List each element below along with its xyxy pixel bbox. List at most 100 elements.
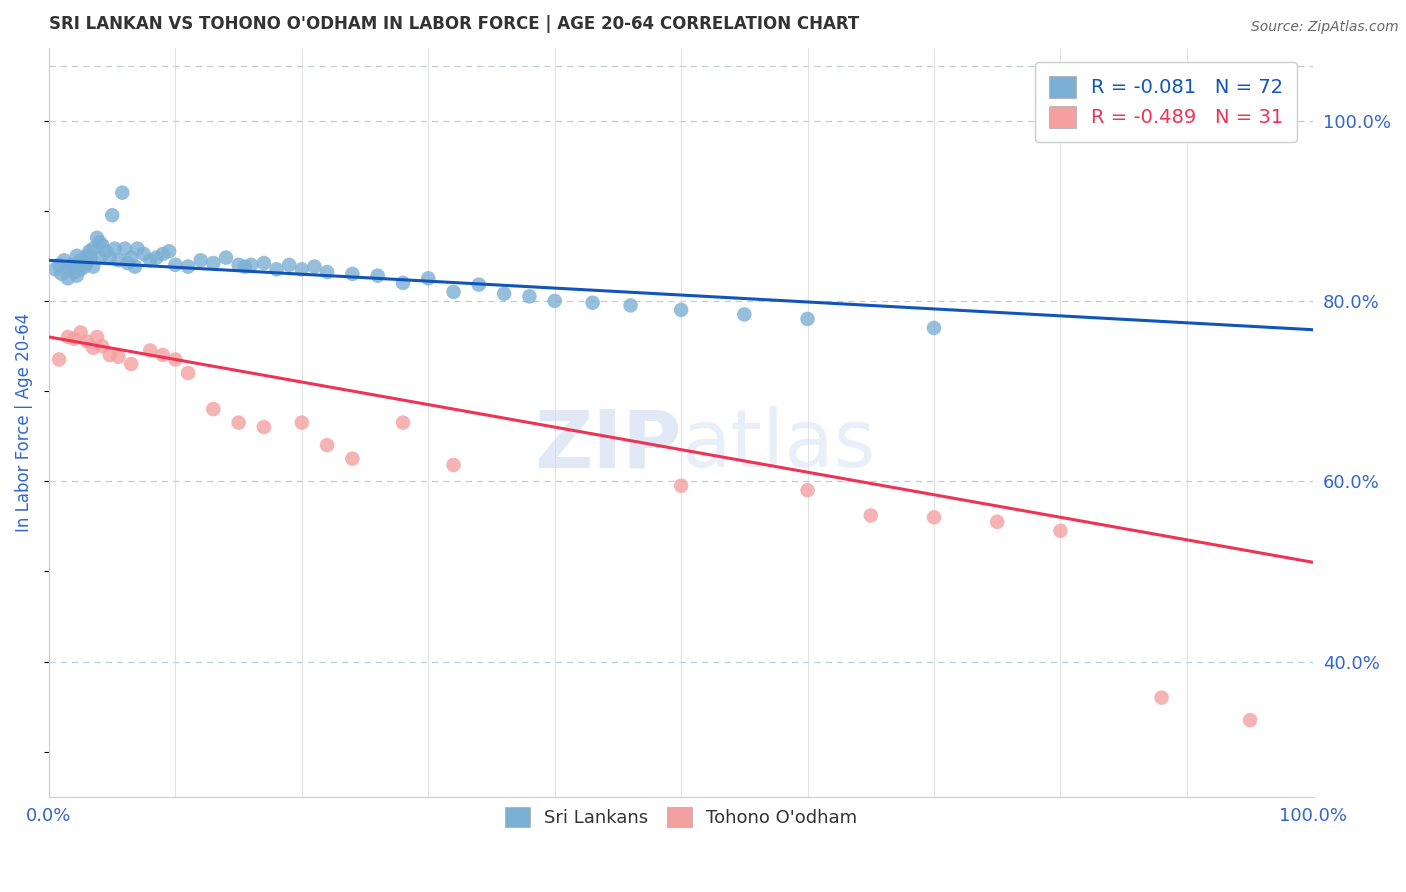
Point [145, 251, 167, 265]
Point [152, 348, 174, 362]
Point [316, 265, 339, 279]
Point [48, 258, 70, 272]
Point [202, 256, 225, 270]
Point [66, 268, 89, 283]
Point [228, 416, 250, 430]
Point [53, 253, 76, 268]
Point [82, 242, 104, 256]
Point [215, 251, 238, 265]
Text: Source: ZipAtlas.com: Source: ZipAtlas.com [1251, 20, 1399, 34]
Point [73, 260, 96, 274]
Point [79, 244, 101, 259]
Point [922, 510, 945, 524]
Point [91, 238, 114, 252]
Point [190, 253, 212, 268]
Point [76, 251, 98, 265]
Point [117, 256, 139, 270]
Point [157, 244, 180, 259]
Point [342, 267, 364, 281]
Point [291, 262, 314, 277]
Point [392, 416, 415, 430]
Point [443, 458, 465, 472]
Point [120, 251, 142, 265]
Point [1175, 113, 1198, 128]
Point [796, 483, 818, 498]
Point [104, 242, 127, 256]
Point [986, 515, 1008, 529]
Point [468, 277, 491, 292]
Point [1150, 690, 1173, 705]
Point [51, 267, 73, 281]
Point [291, 416, 314, 430]
Point [60, 258, 83, 272]
Point [86, 231, 108, 245]
Point [127, 242, 149, 256]
Point [544, 293, 567, 308]
Text: atlas: atlas [681, 406, 876, 484]
Point [796, 312, 818, 326]
Point [66, 249, 89, 263]
Point [76, 256, 98, 270]
Point [63, 265, 86, 279]
Point [619, 298, 641, 312]
Point [304, 260, 326, 274]
Point [367, 268, 389, 283]
Point [63, 260, 86, 274]
Point [69, 253, 91, 268]
Point [859, 508, 882, 523]
Point [228, 258, 250, 272]
Point [1049, 524, 1071, 538]
Point [342, 451, 364, 466]
Point [111, 186, 134, 200]
Point [80, 251, 103, 265]
Legend: Sri Lankans, Tohono O'odham: Sri Lankans, Tohono O'odham [496, 797, 866, 837]
Text: SRI LANKAN VS TOHONO O'ODHAM IN LABOR FORCE | AGE 20-64 CORRELATION CHART: SRI LANKAN VS TOHONO O'ODHAM IN LABOR FO… [49, 15, 859, 33]
Point [418, 271, 440, 285]
Point [69, 326, 91, 340]
Y-axis label: In Labor Force | Age 20-64: In Labor Force | Age 20-64 [15, 313, 32, 533]
Point [98, 251, 121, 265]
Point [177, 260, 200, 274]
Point [669, 302, 692, 317]
Point [91, 339, 114, 353]
Point [316, 438, 339, 452]
Point [240, 258, 263, 272]
Point [1239, 713, 1261, 727]
Point [278, 258, 301, 272]
Point [253, 420, 276, 434]
Point [48, 352, 70, 367]
Point [392, 276, 415, 290]
Point [733, 307, 755, 321]
Point [94, 244, 117, 259]
Point [443, 285, 465, 299]
Point [82, 341, 104, 355]
Point [72, 256, 94, 270]
Point [69, 262, 91, 277]
Point [56, 330, 79, 344]
Point [107, 253, 129, 268]
Point [139, 343, 162, 358]
Text: ZIP: ZIP [534, 406, 681, 484]
Point [266, 262, 288, 277]
Point [165, 258, 187, 272]
Point [132, 247, 155, 261]
Point [76, 334, 98, 349]
Point [98, 348, 121, 362]
Point [114, 242, 136, 256]
Point [519, 289, 541, 303]
Point [202, 402, 225, 417]
Point [44, 262, 66, 277]
Point [177, 366, 200, 380]
Point [581, 295, 603, 310]
Point [253, 256, 276, 270]
Point [124, 260, 146, 274]
Point [494, 286, 516, 301]
Point [233, 260, 256, 274]
Point [101, 208, 124, 222]
Point [56, 262, 79, 277]
Point [82, 260, 104, 274]
Point [152, 247, 174, 261]
Point [63, 332, 86, 346]
Point [120, 357, 142, 371]
Point [89, 251, 111, 265]
